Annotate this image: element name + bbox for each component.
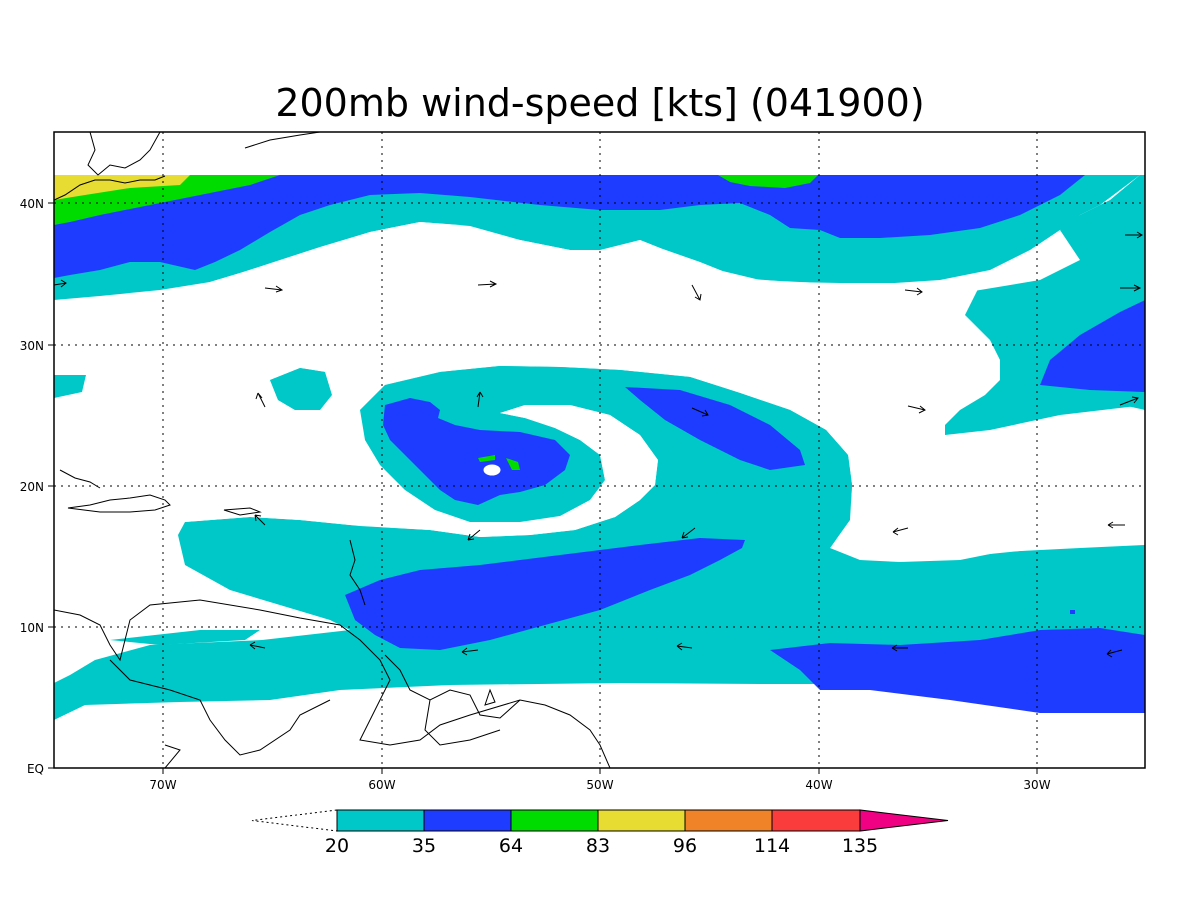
colorbar-low-triangle (251, 809, 338, 832)
southeast-blue (770, 628, 1145, 713)
lat-label-40n: 40N (20, 197, 44, 211)
colorbar-label-64: 64 (499, 835, 523, 857)
wind-arrows (54, 231, 1143, 658)
north-jet-band (54, 175, 1145, 720)
arm-blue (625, 387, 805, 470)
colorbar-label-96: 96 (673, 835, 697, 857)
lon-label-40w: 40W (805, 778, 832, 792)
colorbar-label-135: 135 (842, 835, 878, 857)
hurricane-eye (482, 463, 502, 477)
colorbar-label-114: 114 (754, 835, 790, 857)
cyan-patch-3 (54, 375, 86, 398)
hurricane-green-2 (506, 458, 520, 470)
lat-label-10n: 10N (20, 621, 44, 635)
hurricane-core-blue (383, 398, 570, 505)
white-band (54, 222, 1080, 365)
east-blue-lobe (1040, 300, 1145, 392)
lat-label-20n: 20N (20, 480, 44, 494)
map-title: 200mb wind-speed [kts] (041900) (275, 81, 924, 125)
white-spiral-gap (500, 405, 658, 520)
axis-ticks (48, 202, 1038, 774)
lat-label-eq: EQ (27, 762, 44, 776)
contour-35kt (54, 175, 1145, 713)
graticule (54, 132, 1145, 768)
colorbar-swatch-64-83 (510, 809, 599, 832)
sw-tongue (110, 630, 260, 645)
colorbar-swatch-114-135 (771, 809, 861, 832)
nw-yellow (54, 175, 190, 200)
north-jet-blue (54, 175, 1085, 278)
hurricane-green (478, 455, 495, 462)
colorbar-label-35: 35 (412, 835, 436, 857)
colorbar-swatch-20-35 (336, 809, 425, 832)
colorbar-label-20: 20 (325, 835, 349, 857)
lon-label-60w: 60W (368, 778, 395, 792)
coastlines (54, 132, 611, 768)
lon-label-30w: 30W (1023, 778, 1050, 792)
colorbar-swatch-35-64 (423, 809, 512, 832)
cyan-patch-2 (270, 368, 332, 410)
colorbar-label-83: 83 (586, 835, 610, 857)
south-jet-blue (345, 538, 745, 650)
colorbar-swatch-83-96 (597, 809, 686, 832)
lat-label-30n: 30N (20, 339, 44, 353)
colorbar: 20 35 64 83 96 114 135 (251, 809, 949, 857)
lon-label-50w: 50W (586, 778, 613, 792)
colorbar-swatch-96-114 (684, 809, 773, 832)
north-green (718, 175, 818, 188)
wind-speed-field (54, 132, 1145, 768)
blue-speck (1070, 610, 1075, 614)
lon-label-70w: 70W (149, 778, 176, 792)
colorbar-high-triangle (859, 809, 949, 832)
